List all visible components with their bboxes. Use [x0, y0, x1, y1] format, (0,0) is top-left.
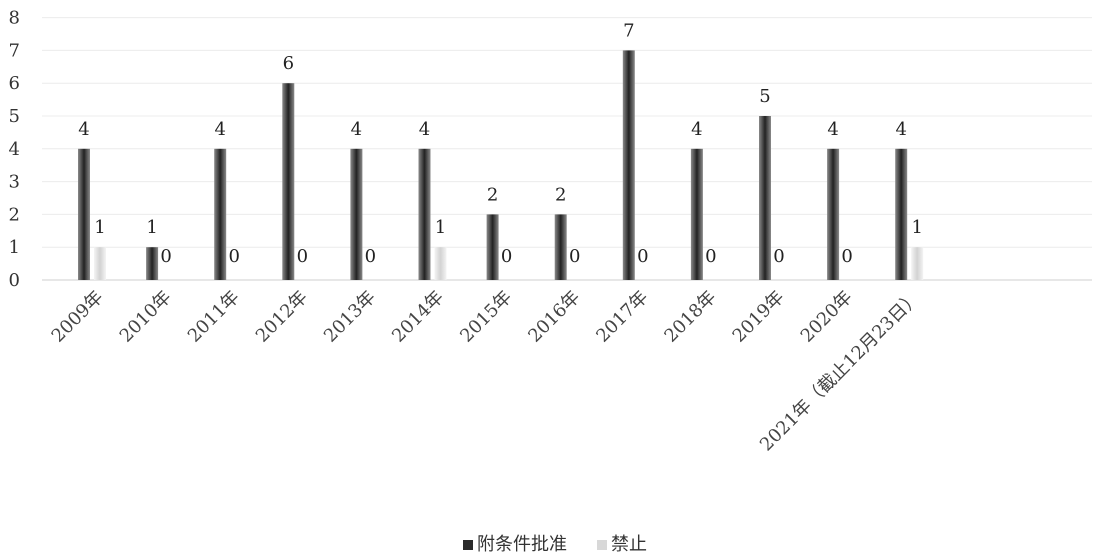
bar-series-1 — [759, 116, 771, 280]
y-tick-label: 0 — [9, 270, 20, 291]
bar-series-1 — [554, 214, 567, 280]
y-tick-label: 3 — [9, 172, 20, 193]
bar-series-1 — [895, 148, 908, 280]
data-label: 4 — [419, 119, 430, 140]
data-label: 4 — [691, 119, 702, 140]
bar-series-2 — [94, 247, 106, 280]
y-tick-label: 8 — [9, 8, 20, 29]
y-tick-label: 1 — [9, 237, 20, 258]
data-label: 0 — [228, 246, 239, 267]
x-tick-label: 2018年 — [660, 287, 720, 347]
bar-series-1 — [418, 148, 431, 280]
data-label: 0 — [297, 246, 308, 267]
bar-series-2 — [911, 247, 924, 280]
gridlines — [42, 17, 1092, 281]
x-tick-label: 2009年 — [48, 287, 108, 347]
x-tick-label: 2010年 — [116, 287, 176, 347]
x-tick-label: 2016年 — [524, 287, 584, 347]
x-tick-label: 2015年 — [456, 287, 516, 347]
x-tick-label: 2014年 — [388, 287, 448, 347]
x-axis: 2009年 2010年 2011年 2012年 2013年 2014年 2015年 2016年… — [48, 287, 925, 456]
data-label: 4 — [827, 119, 838, 140]
y-tick-label: 6 — [9, 73, 20, 94]
data-label: 1 — [94, 217, 105, 238]
data-label: 2 — [555, 184, 566, 205]
bar-series-1 — [78, 148, 90, 280]
data-label: 4 — [895, 119, 906, 140]
y-axis: 0 1 2 3 4 5 6 7 8 — [9, 8, 20, 291]
data-label: 1 — [911, 217, 922, 238]
x-tick-label: 2012年 — [252, 287, 312, 347]
legend-label-series-2: 禁止 — [611, 534, 647, 555]
data-label: 7 — [623, 20, 634, 41]
y-tick-label: 4 — [9, 139, 20, 160]
data-label: 0 — [501, 246, 512, 267]
data-label: 0 — [160, 246, 171, 267]
y-tick-label: 7 — [9, 40, 20, 61]
y-tick-label: 5 — [9, 106, 20, 127]
bar-series-2 — [434, 247, 447, 280]
y-tick-label: 2 — [9, 204, 20, 225]
bar-series-1 — [486, 214, 499, 280]
x-tick-label: 2020年 — [797, 287, 857, 347]
bar-series-1 — [827, 148, 840, 280]
data-label: 1 — [146, 217, 157, 238]
x-tick-label: 2011年 — [184, 287, 244, 347]
legend-swatch-series-2 — [597, 540, 607, 550]
bar-series-1 — [350, 148, 363, 280]
data-label: 0 — [637, 246, 648, 267]
data-label: 0 — [705, 246, 716, 267]
bar-series-1 — [690, 148, 703, 280]
data-label: 6 — [283, 53, 294, 74]
bar-series-1 — [146, 247, 159, 280]
x-tick-label: 2013年 — [320, 287, 380, 347]
data-label: 0 — [773, 246, 784, 267]
legend-label-series-1: 附条件批准 — [477, 534, 567, 555]
x-tick-label: 2017年 — [592, 287, 652, 347]
x-tick-label: 2019年 — [729, 287, 789, 347]
bar-series-1 — [622, 50, 635, 281]
data-label: 0 — [841, 246, 852, 267]
data-label: 2 — [487, 184, 498, 205]
data-label: 0 — [569, 246, 580, 267]
legend: 附条件批准 禁止 — [463, 534, 647, 555]
legend-swatch-series-1 — [463, 540, 473, 550]
data-label: 4 — [78, 119, 89, 140]
bar-series-1 — [282, 83, 295, 280]
data-label: 4 — [214, 119, 225, 140]
bar-series-1 — [214, 148, 227, 280]
data-label: 4 — [351, 119, 362, 140]
data-label: 0 — [365, 246, 376, 267]
data-label: 5 — [759, 86, 770, 107]
data-label: 1 — [435, 217, 446, 238]
